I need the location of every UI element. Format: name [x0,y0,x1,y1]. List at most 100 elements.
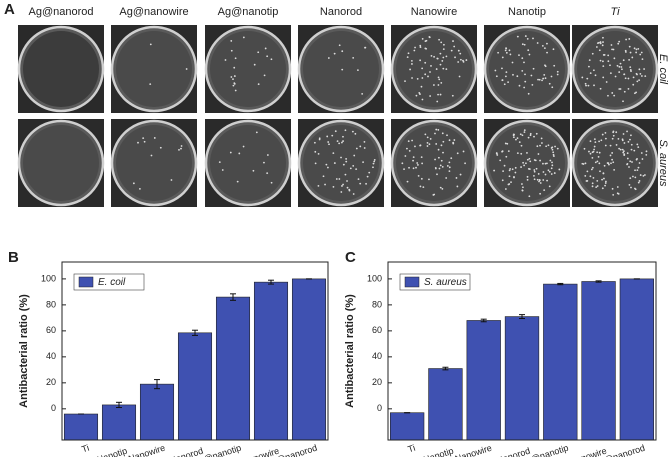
colony [409,68,411,71]
bar [291,278,327,441]
error-bar [519,314,525,320]
colony [533,135,535,138]
colony [178,148,180,151]
colony [421,67,424,70]
colony [436,173,438,176]
colony [521,189,524,192]
colony [507,81,509,83]
colony [448,170,451,172]
colony [334,130,337,133]
colony [453,139,456,141]
colony [635,72,638,75]
colony [602,172,605,175]
colony [541,44,544,47]
colony [591,185,594,188]
colony [518,84,521,87]
colony [412,159,414,162]
y-tick-label: 0 [377,403,382,413]
colony [234,57,237,60]
colony [327,166,329,169]
colony [333,162,336,164]
colony [437,84,440,86]
colony [457,61,460,63]
colony [636,169,639,172]
colony [327,57,330,59]
colony [513,176,515,179]
colony [408,166,410,169]
colony [406,56,409,59]
legend-swatch [78,276,94,288]
colony [421,162,424,165]
colony [543,74,546,76]
colony [601,133,604,136]
colony [645,150,648,153]
colony [365,182,367,185]
colony [439,186,442,189]
colony [509,167,512,170]
colony [632,175,634,178]
colony [424,133,427,136]
colony [346,186,349,189]
colony [341,68,344,71]
colony [438,78,441,81]
colony [602,41,604,43]
colony [185,68,188,70]
colony [552,48,555,51]
colony [518,141,521,144]
colony [414,145,416,148]
colony [419,93,421,95]
colony [357,178,360,181]
colony [641,158,644,160]
colony [503,164,506,167]
colony [539,159,541,162]
colony [424,73,427,76]
colony [548,170,551,173]
colony [602,36,604,39]
colony [519,133,522,136]
colony [508,175,511,178]
colony [509,53,512,56]
colony [630,134,632,137]
colony [504,75,507,78]
colony [531,83,534,86]
column-label: Nanotip [508,6,546,18]
colony [637,166,640,169]
colony [421,77,424,79]
colony [442,140,445,143]
colony [503,83,506,86]
colony [340,156,342,159]
colony [505,71,508,74]
x-tick-label: Nanorod [168,446,204,457]
colony [538,179,541,182]
colony [604,137,607,140]
colony [599,42,602,45]
colony [439,63,442,66]
colony [425,47,428,50]
colony [411,139,413,142]
plot-frame [387,261,657,441]
colony [584,162,587,165]
colony [421,37,424,40]
colony [429,95,432,97]
colony [368,171,371,174]
colony [326,135,329,138]
colony [592,69,595,72]
colony [363,140,366,143]
colony [588,150,590,153]
colony [636,80,639,83]
dish [303,31,379,107]
colony [327,141,330,143]
colony [541,79,543,82]
colony [459,58,462,61]
y-axis-title: Antibacterial ratio (%) [344,294,356,408]
colony [620,66,623,68]
y-axis-title: Antibacterial ratio (%) [18,294,30,408]
colony [252,169,255,172]
colony [524,80,527,83]
colony [544,65,547,68]
colony [510,181,512,184]
colony [348,188,351,191]
colony [416,162,419,164]
colony [132,182,135,185]
colony [404,80,406,83]
